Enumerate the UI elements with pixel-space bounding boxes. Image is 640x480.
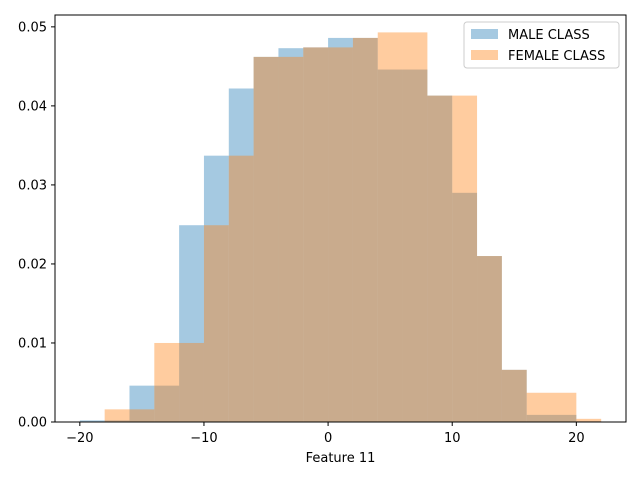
bar (501, 369, 527, 422)
bar (303, 47, 329, 422)
bar (477, 256, 502, 422)
bar (104, 409, 130, 422)
bar (253, 56, 279, 422)
bar (402, 32, 428, 422)
y-tick-label: 0.03 (18, 178, 47, 193)
y-axis-ticks: 0.00 0.01 0.02 0.03 0.04 0.05 (18, 20, 55, 431)
bar (402, 69, 428, 423)
bar (526, 414, 552, 422)
bar (253, 56, 279, 422)
x-tick-label: 0 (324, 431, 332, 446)
x-tick-label: −20 (66, 431, 93, 446)
bars-layer (79, 32, 602, 423)
bar (154, 342, 180, 422)
bar (278, 56, 304, 422)
bar (551, 392, 577, 422)
y-tick-label: 0.02 (18, 257, 47, 272)
bar (179, 342, 204, 422)
legend: MALE CLASS FEMALE CLASS (463, 21, 620, 69)
bar (477, 256, 502, 422)
bar (377, 69, 403, 423)
legend-swatch (471, 50, 498, 60)
bar (203, 155, 229, 422)
x-tick-label: 10 (444, 431, 461, 446)
bar (452, 95, 478, 422)
bar (228, 88, 254, 423)
legend-label: FEMALE CLASS (508, 49, 605, 64)
bar (328, 37, 353, 422)
bar (377, 32, 403, 422)
bar (203, 225, 229, 422)
bar (179, 225, 204, 422)
bar (328, 47, 353, 422)
x-tick-label: −10 (190, 431, 217, 446)
bar (501, 369, 527, 422)
bar (526, 392, 552, 422)
x-axis-ticks: −20 −10 0 10 20 (66, 422, 585, 446)
bar (427, 95, 453, 422)
x-tick-label: 20 (568, 431, 585, 446)
bar (228, 155, 254, 422)
plot-frame (54, 14, 627, 423)
legend-label: MALE CLASS (508, 28, 590, 43)
y-tick-label: 0.05 (18, 20, 47, 35)
series-1 (104, 32, 602, 422)
legend-swatch (471, 29, 498, 39)
bar (551, 414, 577, 422)
bar (303, 47, 329, 422)
bar (352, 37, 378, 422)
bar (427, 95, 453, 422)
y-tick-label: 0.00 (18, 416, 47, 431)
bar (129, 385, 155, 422)
bar (452, 192, 478, 422)
bar (352, 37, 378, 422)
y-tick-label: 0.01 (18, 336, 47, 351)
legend-box (463, 21, 620, 69)
x-axis-label: Feature 11 (306, 451, 376, 466)
series-0 (79, 37, 602, 423)
bar (576, 418, 602, 422)
bar (129, 409, 155, 422)
y-tick-label: 0.04 (18, 99, 47, 114)
bar (278, 48, 304, 423)
bar (154, 385, 180, 422)
bar (104, 420, 130, 422)
bar (79, 420, 105, 422)
